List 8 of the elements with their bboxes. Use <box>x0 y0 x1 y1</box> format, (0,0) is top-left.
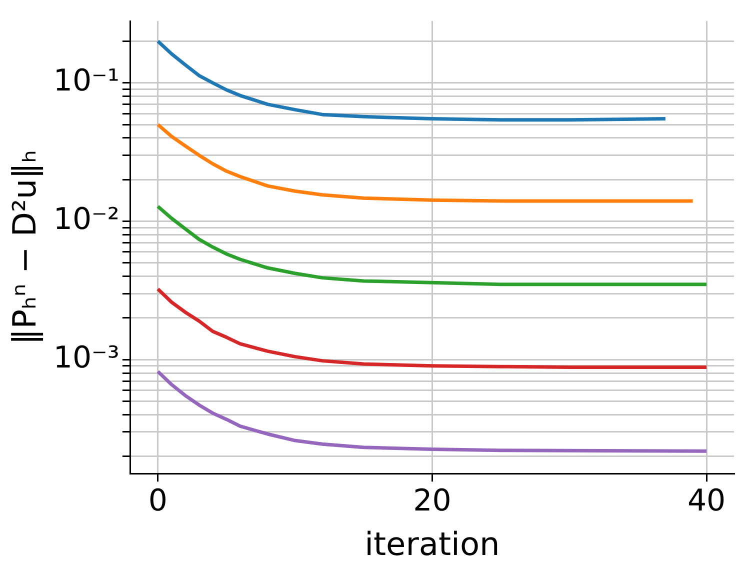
x-tick-label: 0 <box>148 483 168 518</box>
y-tick-label: 10⁻² <box>53 202 120 238</box>
y-tick-label: 10⁻³ <box>53 340 120 376</box>
x-tick-label: 40 <box>687 483 726 518</box>
x-tick-label: 20 <box>413 483 452 518</box>
x-axis-title: iteration <box>364 525 500 564</box>
y-tick-label: 10⁻¹ <box>53 64 120 99</box>
y-axis-title: ‖Pₕⁿ − D²u‖ₕ <box>6 150 44 345</box>
